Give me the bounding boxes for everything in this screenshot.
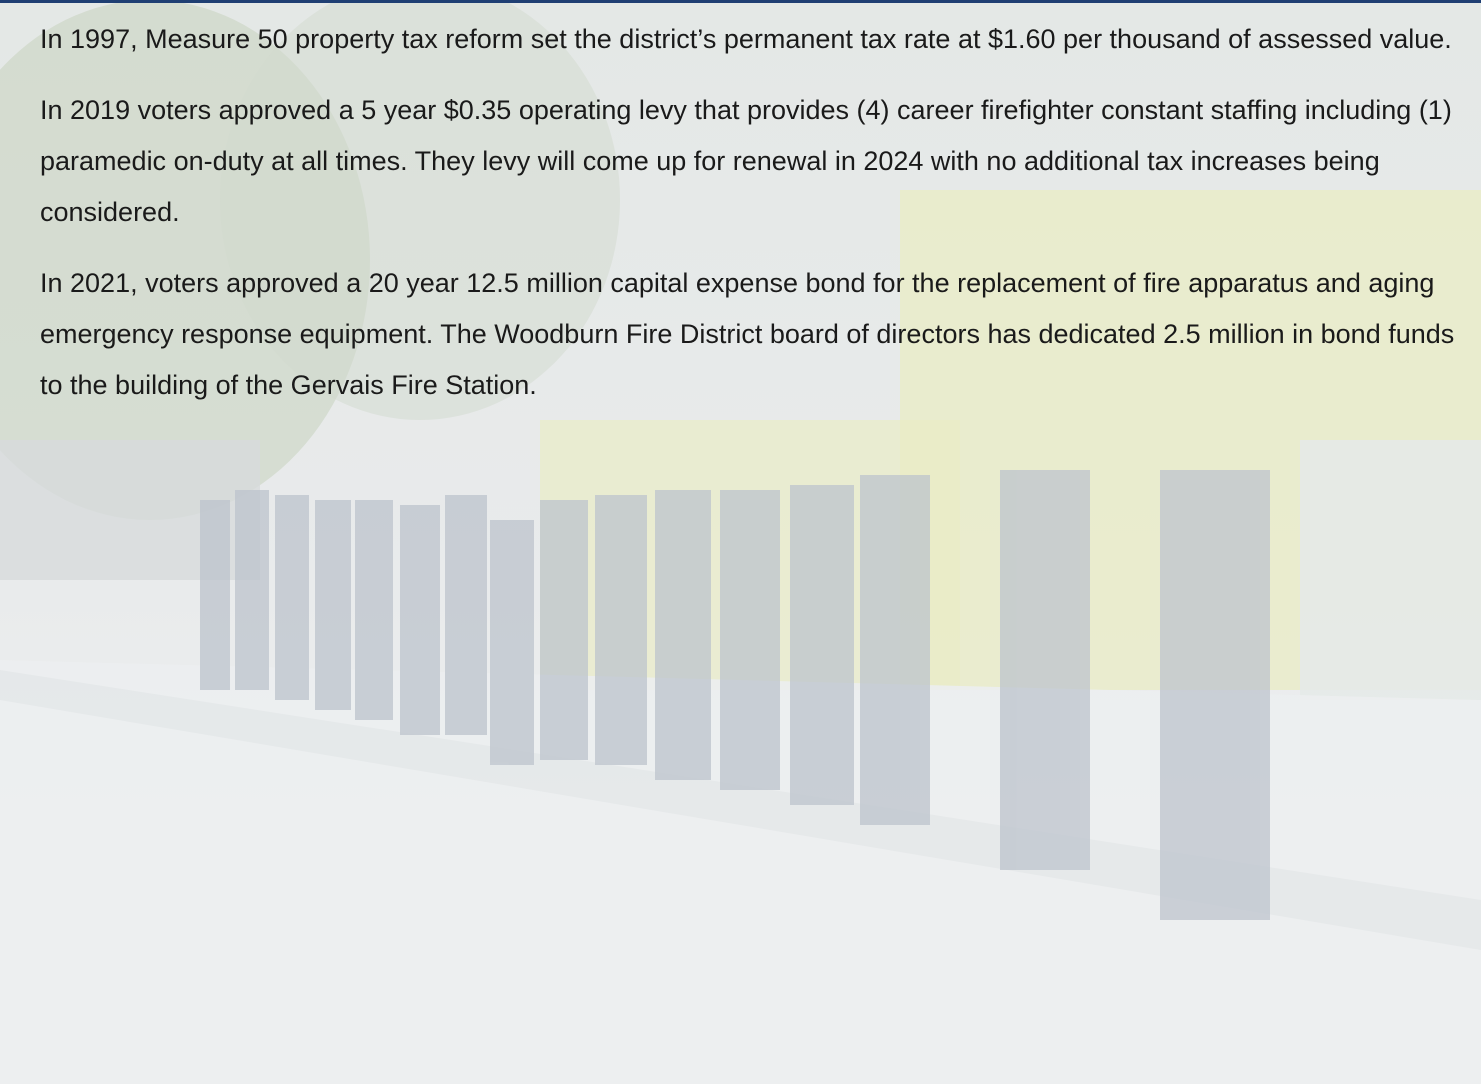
- top-border: [0, 0, 1481, 3]
- paragraph: In 2019 voters approved a 5 year $0.35 o…: [40, 95, 1452, 227]
- text-block: In 1997, Measure 50 property tax reform …: [40, 14, 1465, 431]
- paragraph: In 2021, voters approved a 20 year 12.5 …: [40, 268, 1455, 400]
- paragraph: In 1997, Measure 50 property tax reform …: [40, 24, 1452, 54]
